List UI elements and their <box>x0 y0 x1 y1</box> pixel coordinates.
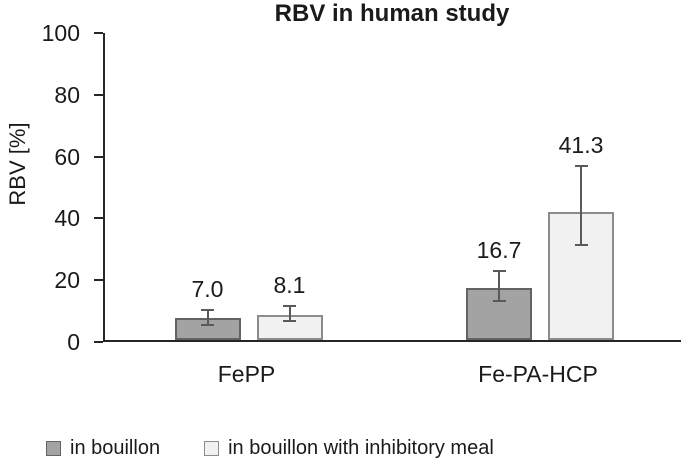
y-tick-mark <box>94 341 103 343</box>
legend-item: in bouillon with inhibitory meal <box>204 436 494 460</box>
error-bar-cap-bottom <box>201 324 214 327</box>
error-bar-line <box>288 305 291 323</box>
bar-value-label: 41.3 <box>558 132 604 159</box>
legend-item: in bouillon <box>46 436 160 460</box>
chart-title: RBV in human study <box>274 0 510 27</box>
y-tick-label: 20 <box>54 267 80 294</box>
y-tick-label: 0 <box>67 329 80 355</box>
error-bar-cap-bottom <box>574 244 588 247</box>
y-tick-label: 60 <box>54 143 80 170</box>
error-bar-cap-top <box>283 305 296 308</box>
legend-label: in bouillon <box>70 437 161 459</box>
error-bar-line <box>580 165 582 247</box>
y-tick-mark <box>94 155 103 158</box>
error-bar-cap-bottom <box>492 300 506 303</box>
y-tick-mark <box>94 217 103 220</box>
y-tick-mark <box>94 279 103 282</box>
error-bar-cap-top <box>492 269 506 272</box>
y-tick-label: 100 <box>41 20 80 46</box>
error-bar-cap-top <box>201 309 214 312</box>
y-tick-label: 80 <box>54 81 80 108</box>
legend-swatch <box>46 440 61 456</box>
plot-area: 7.0 16.7 8.1 41.3 <box>103 33 681 342</box>
bar <box>466 288 532 340</box>
legend: in bouillon in bouillon with inhibitory m… <box>46 436 494 460</box>
error-bar-line <box>498 269 500 303</box>
error-bar-cap-bottom <box>283 320 296 323</box>
y-tick-label: 40 <box>54 205 80 232</box>
bar-value-label: 16.7 <box>476 236 522 263</box>
y-tick-mark <box>94 32 103 34</box>
bar-value-label: 8.1 <box>273 272 306 299</box>
error-bar-cap-top <box>574 165 588 168</box>
y-tick-mark <box>94 93 103 96</box>
bar-value-label: 7.0 <box>191 276 224 303</box>
legend-label: in bouillon with inhibitory meal <box>228 437 494 459</box>
error-bar-line <box>206 309 209 327</box>
legend-swatch <box>204 440 220 456</box>
x-category-label: FePP <box>217 361 276 387</box>
x-category-label: Fe-PA-HCP <box>478 361 598 387</box>
